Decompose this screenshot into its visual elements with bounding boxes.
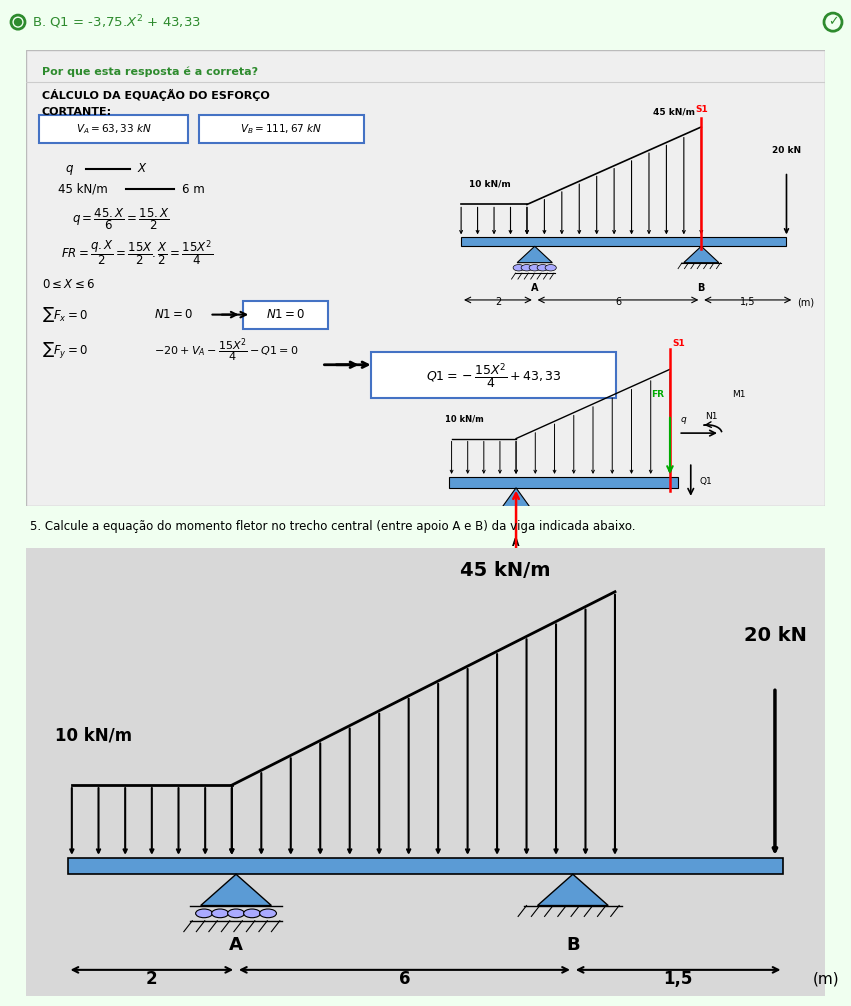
Text: 1,5: 1,5 <box>740 298 756 308</box>
Circle shape <box>14 19 21 26</box>
Text: A: A <box>531 283 539 293</box>
Circle shape <box>521 265 533 271</box>
Text: S1: S1 <box>695 105 708 114</box>
Text: M1: M1 <box>733 389 745 398</box>
Polygon shape <box>201 874 271 905</box>
Text: B. Q1 = -3,75.$X^2$ + 43,33: B. Q1 = -3,75.$X^2$ + 43,33 <box>32 13 201 31</box>
Text: $V_A = 63,33\ kN$: $V_A = 63,33\ kN$ <box>76 122 151 136</box>
FancyBboxPatch shape <box>39 115 188 143</box>
Polygon shape <box>538 874 608 905</box>
Text: X: X <box>589 549 597 559</box>
Bar <box>67 858 784 874</box>
Text: 6 m: 6 m <box>181 183 204 196</box>
Text: Q1: Q1 <box>699 477 711 486</box>
Polygon shape <box>501 488 530 508</box>
Text: $N1 = 0$: $N1 = 0$ <box>266 308 306 321</box>
Circle shape <box>523 511 533 516</box>
Text: $Q1 = -\dfrac{15X^2}{4} + 43,33$: $Q1 = -\dfrac{15X^2}{4} + 43,33$ <box>426 361 562 391</box>
Text: 10 kN/m: 10 kN/m <box>469 179 511 188</box>
Polygon shape <box>517 246 552 263</box>
Text: $0 \leq X \leq 6$: $0 \leq X \leq 6$ <box>42 279 94 292</box>
Text: B: B <box>698 283 705 293</box>
Bar <box>449 477 678 488</box>
Text: CORTANTE:: CORTANTE: <box>42 108 111 118</box>
Circle shape <box>196 909 213 917</box>
Text: $\sum F_y = 0$: $\sum F_y = 0$ <box>42 341 88 361</box>
FancyBboxPatch shape <box>243 301 328 329</box>
Circle shape <box>212 909 228 917</box>
Text: N1: N1 <box>705 411 717 421</box>
Text: 6: 6 <box>615 298 621 308</box>
Circle shape <box>545 265 557 271</box>
Circle shape <box>529 265 540 271</box>
Text: 2: 2 <box>494 298 501 308</box>
Text: ✓: ✓ <box>828 16 838 28</box>
Text: A: A <box>229 937 243 955</box>
Text: (m): (m) <box>813 972 839 987</box>
Text: S1: S1 <box>672 339 685 348</box>
Text: 10 kN/m: 10 kN/m <box>445 414 484 423</box>
Bar <box>461 237 786 246</box>
Text: $FR = \dfrac{q.X}{2} = \dfrac{15X}{2}.\dfrac{X}{2} = \dfrac{15X^2}{4}$: $FR = \dfrac{q.X}{2} = \dfrac{15X}{2}.\d… <box>61 238 214 268</box>
Text: $-20 + V_A - \dfrac{15X^2}{4} - Q1 = 0$: $-20 + V_A - \dfrac{15X^2}{4} - Q1 = 0$ <box>153 337 298 365</box>
Text: $V_A$: $V_A$ <box>509 569 523 582</box>
Text: $N1 = 0$: $N1 = 0$ <box>153 308 193 321</box>
Text: 2: 2 <box>480 557 486 567</box>
Text: FR: FR <box>651 389 664 398</box>
Circle shape <box>243 909 260 917</box>
Text: 20 kN: 20 kN <box>772 146 801 155</box>
Text: $V_B = 111,67\ kN$: $V_B = 111,67\ kN$ <box>240 122 323 136</box>
Text: $q = \dfrac{45.X}{6} = \dfrac{15.X}{2}$: $q = \dfrac{45.X}{6} = \dfrac{15.X}{2}$ <box>72 206 170 231</box>
Text: q: q <box>66 162 73 175</box>
Circle shape <box>517 511 527 516</box>
Text: X: X <box>138 162 146 175</box>
Text: 10 kN/m: 10 kN/m <box>55 726 132 744</box>
Circle shape <box>227 909 244 917</box>
FancyBboxPatch shape <box>371 352 616 398</box>
Text: 45 kN/m: 45 kN/m <box>58 183 107 196</box>
Text: (m): (m) <box>797 298 814 308</box>
Text: 1,5: 1,5 <box>664 970 693 988</box>
FancyBboxPatch shape <box>199 115 364 143</box>
Text: $\sum F_x = 0$: $\sum F_x = 0$ <box>42 305 88 324</box>
Text: 2: 2 <box>146 970 157 988</box>
Circle shape <box>537 265 548 271</box>
Text: 5. Calcule a equação do momento fletor no trecho central (entre apoio A e B) da : 5. Calcule a equação do momento fletor n… <box>30 520 635 532</box>
Text: Por que esta resposta é a correta?: Por que esta resposta é a correta? <box>42 66 258 76</box>
Text: q: q <box>680 415 686 425</box>
Text: B: B <box>566 937 580 955</box>
Circle shape <box>500 511 508 516</box>
Circle shape <box>513 265 524 271</box>
Circle shape <box>511 511 521 516</box>
Text: CÁLCULO DA EQUAÇÃO DO ESFORÇO: CÁLCULO DA EQUAÇÃO DO ESFORÇO <box>42 90 269 102</box>
Text: A: A <box>512 538 520 548</box>
FancyBboxPatch shape <box>26 50 825 506</box>
Text: 6: 6 <box>399 970 410 988</box>
Text: 45 kN/m: 45 kN/m <box>654 108 695 117</box>
Text: 45 kN/m: 45 kN/m <box>460 560 551 579</box>
Polygon shape <box>683 246 719 263</box>
Text: 20 kN: 20 kN <box>744 626 807 645</box>
Circle shape <box>260 909 277 917</box>
Circle shape <box>505 511 515 516</box>
